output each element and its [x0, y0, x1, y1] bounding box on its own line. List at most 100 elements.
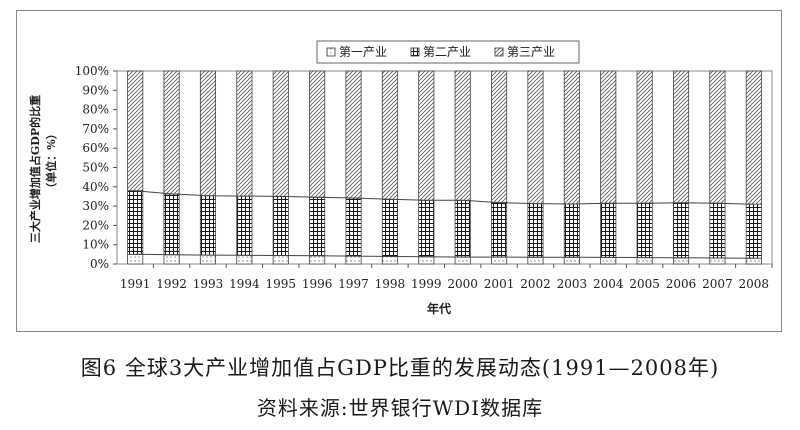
x-tick-label: 2008 — [739, 277, 770, 291]
x-tick-label: 1993 — [193, 277, 224, 291]
y-tick-label: 60% — [82, 141, 109, 155]
legend: 第一产业 第二产业 第三产业 — [316, 40, 580, 64]
y-tick-label: 10% — [82, 238, 109, 252]
bar-segment — [272, 255, 289, 265]
figure-source: 资料来源:世界银行WDI数据库 — [256, 396, 544, 420]
y-tick-label: 0% — [90, 257, 109, 271]
bar-segment — [600, 257, 617, 265]
bar-segment — [745, 203, 762, 259]
x-tick-label: 1992 — [156, 277, 187, 291]
y-tick-label: 20% — [82, 218, 109, 232]
x-tick-label: 1991 — [120, 277, 151, 291]
x-tick-label: 1999 — [411, 277, 442, 291]
bar-segment — [672, 70, 690, 204]
x-tick-label: 1994 — [229, 277, 260, 291]
y-axis-unit: （单位：%） — [44, 128, 58, 193]
bar-segment — [527, 256, 544, 265]
legend-box — [316, 40, 580, 64]
bar-segment — [563, 203, 580, 258]
bar-segment — [454, 256, 471, 265]
bar-segment — [672, 257, 690, 265]
bar-segment — [600, 202, 617, 258]
legend-label: 第一产业 — [339, 45, 387, 59]
bar-segment — [199, 195, 217, 256]
x-tick-label: 2002 — [520, 277, 551, 291]
bar-segment — [418, 199, 435, 258]
x-tick-label: 1998 — [375, 277, 406, 291]
bar-segment — [309, 196, 326, 257]
bar-segment — [745, 70, 762, 205]
bar-segment — [345, 70, 362, 199]
bar-segment — [527, 70, 544, 204]
bar-segment — [199, 70, 217, 197]
plot-area: 0% 10% 20% 30% 40% 50% 60% 70% 80% 90% 100% 1991 199… — [75, 64, 773, 291]
x-tick-label: 1995 — [265, 277, 296, 291]
bar-segment — [163, 254, 180, 265]
figure-title: 图6 全球3大产业增加值占GDP比重的发展动态(1991—2008年) — [80, 356, 720, 380]
x-tick-label: 2003 — [557, 277, 588, 291]
bar-segment — [236, 70, 253, 197]
bar-segment — [636, 202, 653, 259]
bar-segment — [745, 257, 762, 265]
x-tick-label: 2005 — [629, 277, 660, 291]
series-line — [135, 190, 754, 205]
bar-segment — [418, 256, 435, 265]
bar-segment — [236, 195, 253, 256]
legend-swatch — [326, 47, 336, 57]
y-axis-title: 三大产业增加值占GDP的比重 — [28, 95, 42, 243]
x-tick-label: 2006 — [666, 277, 697, 291]
bar-segment — [345, 255, 362, 265]
x-tick-label: 2004 — [593, 277, 624, 291]
x-tick-label: 2000 — [447, 277, 478, 291]
bar-segment — [600, 70, 617, 204]
bar-segment — [563, 70, 580, 205]
legend-swatch — [410, 47, 420, 57]
bar-segment — [454, 70, 471, 201]
bar-segment — [163, 193, 180, 256]
bar-segment — [236, 254, 253, 265]
x-tick-label: 1996 — [302, 277, 333, 291]
bar-segment — [309, 255, 326, 265]
y-tick-label: 100% — [75, 64, 109, 78]
bar-segment — [672, 202, 690, 259]
bar-segment — [491, 70, 508, 204]
bar-segment — [454, 199, 471, 258]
bar-segment — [636, 70, 653, 204]
bar-segment — [709, 202, 726, 259]
bar-segment — [272, 196, 289, 256]
bar-segment — [127, 253, 144, 265]
series-line — [135, 253, 754, 259]
bar-segment — [345, 197, 362, 257]
bar-segment — [199, 254, 217, 265]
legend-label: 第三产业 — [507, 45, 555, 59]
bar-segment — [491, 256, 508, 265]
legend-swatch — [494, 47, 504, 57]
x-tick-label: 2001 — [484, 277, 515, 291]
y-tick-label: 30% — [82, 199, 109, 213]
y-tick-label: 50% — [82, 161, 109, 175]
y-tick-label: 70% — [82, 122, 109, 136]
y-tick-label: 40% — [82, 180, 109, 194]
bar-segment — [381, 198, 398, 257]
x-tick-label: 2007 — [702, 277, 733, 291]
bar-segment — [163, 70, 180, 195]
bar-segment — [709, 70, 726, 204]
y-tick-label: 80% — [82, 103, 109, 117]
chart-frame: 第一产业 第二产业 第三产业 0% 10% 20% 30% 40% 50% 60% 70% 80% 9… — [16, 10, 782, 332]
bar-segment — [381, 70, 398, 200]
bar-segment — [491, 202, 508, 258]
bar-segment — [709, 257, 726, 265]
bar-segment — [127, 70, 144, 192]
bar-segment — [636, 257, 653, 265]
bar-segment — [272, 70, 289, 197]
legend-label: 第二产业 — [423, 45, 471, 59]
x-tick-label: 1997 — [338, 277, 369, 291]
x-axis-title: 年代 — [427, 301, 451, 316]
y-tick-label: 90% — [82, 83, 109, 97]
bar-segment — [418, 70, 435, 201]
stacked-bar-chart: 第一产业 第二产业 第三产业 0% 10% 20% 30% 40% 50% 60% 70% 80% 9… — [28, 40, 773, 316]
bar-segment — [127, 190, 144, 255]
bar-segment — [309, 70, 326, 198]
bar-segment — [381, 256, 398, 265]
bar-segment — [527, 203, 544, 258]
